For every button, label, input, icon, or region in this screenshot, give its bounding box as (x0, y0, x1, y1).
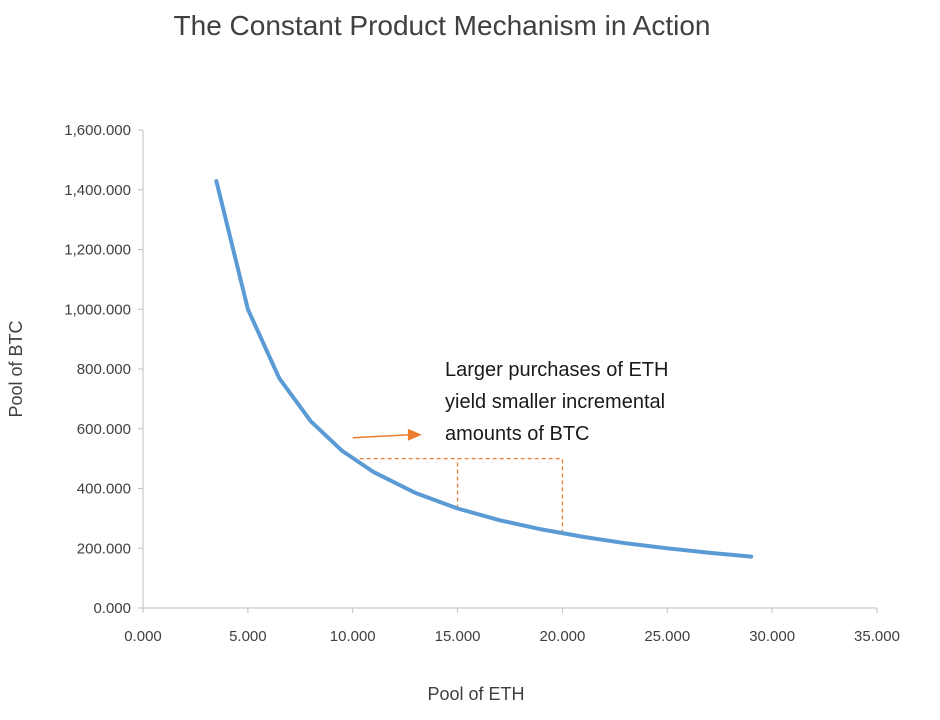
x-tick-label: 10.000 (330, 628, 376, 645)
y-tick-label: 1,400.000 (64, 182, 131, 199)
arrow-head (407, 428, 422, 441)
y-tick-label: 1,000.000 (64, 301, 131, 318)
x-axis: 0.000 5.000 10.000 15.000 20.000 25.000 30.000… (124, 607, 900, 645)
annotation-line-2: yield smaller incremental (445, 391, 665, 413)
y-tick-label: 400.000 (77, 481, 131, 498)
x-tick-label: 25.000 (644, 628, 690, 645)
annotation-line-1: Larger purchases of ETH (445, 359, 668, 381)
x-axis-label: Pool of ETH (427, 684, 524, 704)
x-tick-label: 20.000 (539, 628, 585, 645)
chart-title: The Constant Product Mechanism in Action (174, 10, 711, 41)
y-tick-label: 800.000 (77, 361, 131, 378)
y-tick-label: 1,200.000 (64, 242, 131, 259)
annotation-line-3: amounts of BTC (445, 423, 590, 445)
annotation-guides (352, 428, 564, 534)
x-tick-label: 15.000 (435, 628, 481, 645)
x-tick-label: 35.000 (854, 628, 900, 645)
x-tick-label: 0.000 (124, 628, 162, 645)
x-tick-label: 30.000 (749, 628, 795, 645)
y-axis: 0.000 200.000 400.000 600.000 800.000 1,000.0… (64, 122, 144, 617)
annotation: Larger purchases of ETH yield smaller in… (445, 359, 668, 445)
series-line (214, 179, 754, 559)
y-axis-label: Pool of BTC (6, 320, 26, 417)
y-tick-label: 600.000 (77, 421, 131, 438)
y-tick-label: 0.000 (93, 600, 131, 617)
x-tick-label: 5.000 (229, 628, 267, 645)
y-tick-label: 200.000 (77, 540, 131, 557)
arrow-shaft (352, 433, 410, 439)
series-layer (214, 179, 754, 559)
y-tick-label: 1,600.000 (64, 122, 131, 139)
